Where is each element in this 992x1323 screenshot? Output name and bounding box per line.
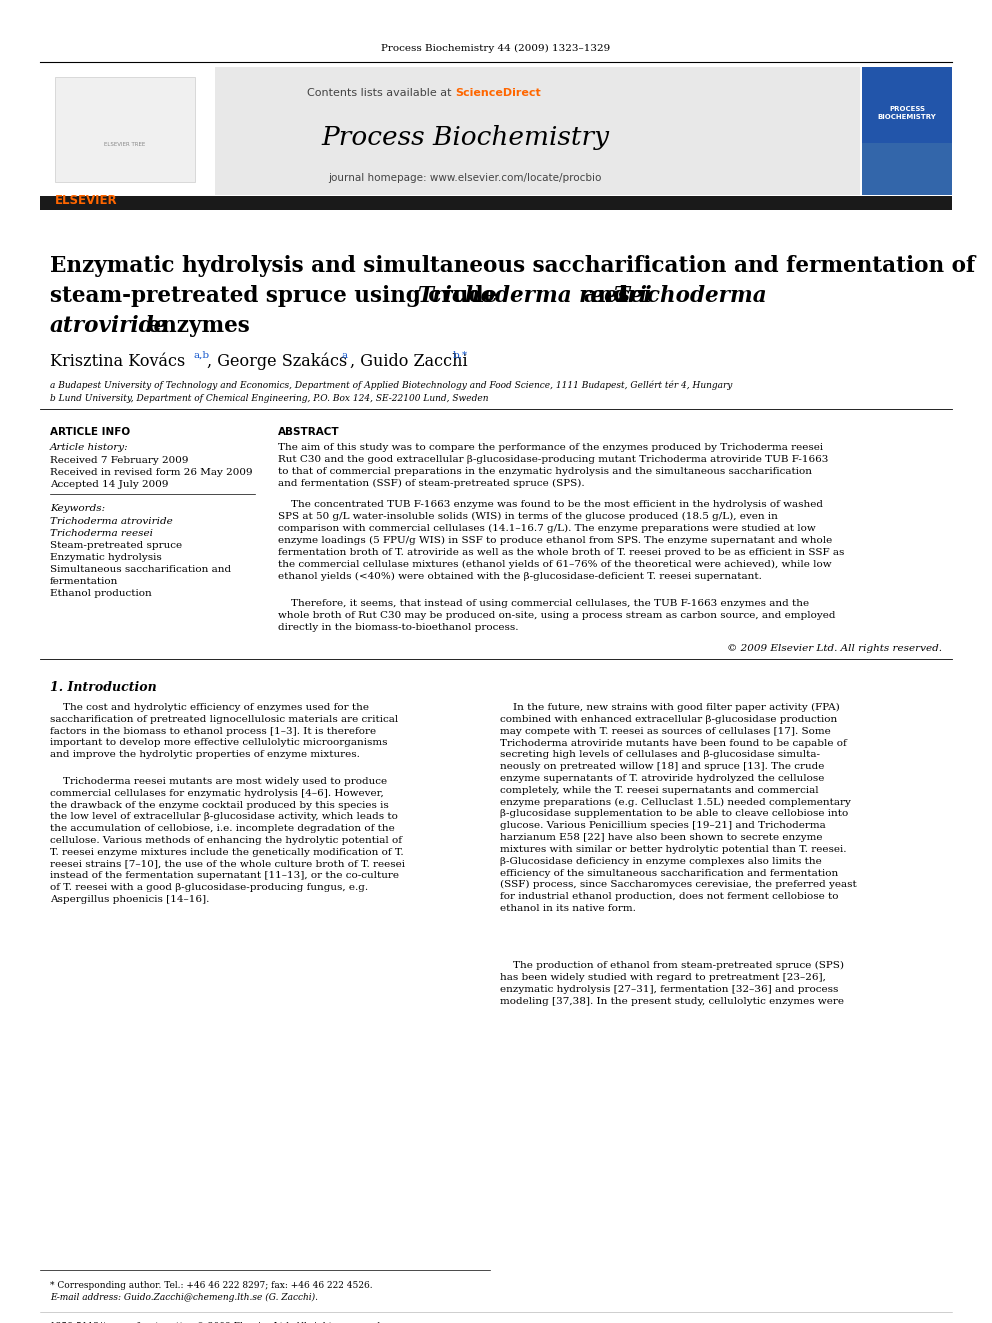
Text: Accepted 14 July 2009: Accepted 14 July 2009 xyxy=(50,480,169,490)
Text: PROCESS
BIOCHEMISTRY: PROCESS BIOCHEMISTRY xyxy=(878,106,936,120)
Text: Trichoderma atroviride: Trichoderma atroviride xyxy=(50,517,173,527)
Text: Trichoderma reesei: Trichoderma reesei xyxy=(50,529,153,538)
Text: ABSTRACT: ABSTRACT xyxy=(278,427,339,437)
Text: © 2009 Elsevier Ltd. All rights reserved.: © 2009 Elsevier Ltd. All rights reserved… xyxy=(727,644,942,654)
Text: E-mail address: Guido.Zacchi@chemeng.lth.se (G. Zacchi).: E-mail address: Guido.Zacchi@chemeng.lth… xyxy=(50,1293,318,1302)
Text: journal homepage: www.elsevier.com/locate/procbio: journal homepage: www.elsevier.com/locat… xyxy=(328,173,602,183)
Text: , Guido Zacchi: , Guido Zacchi xyxy=(350,353,467,370)
Text: b Lund University, Department of Chemical Engineering, P.O. Box 124, SE-22100 Lu: b Lund University, Department of Chemica… xyxy=(50,394,488,404)
Text: Process Biochemistry: Process Biochemistry xyxy=(321,124,609,149)
Text: In the future, new strains with good filter paper activity (FPA)
combined with e: In the future, new strains with good fil… xyxy=(500,703,857,913)
Text: The cost and hydrolytic efficiency of enzymes used for the
saccharification of p: The cost and hydrolytic efficiency of en… xyxy=(50,703,398,759)
Text: ARTICLE INFO: ARTICLE INFO xyxy=(50,427,130,437)
Text: The concentrated TUB F-1663 enzyme was found to be the most efficient in the hyd: The concentrated TUB F-1663 enzyme was f… xyxy=(278,500,844,581)
Text: a: a xyxy=(342,351,348,360)
Text: Received in revised form 26 May 2009: Received in revised form 26 May 2009 xyxy=(50,468,253,478)
Text: atroviride: atroviride xyxy=(50,315,169,337)
Text: ELSEVIER: ELSEVIER xyxy=(55,194,118,206)
Bar xyxy=(40,196,952,210)
Text: The production of ethanol from steam-pretreated spruce (SPS)
has been widely stu: The production of ethanol from steam-pre… xyxy=(500,960,844,1005)
Text: a,b: a,b xyxy=(193,351,209,360)
Bar xyxy=(55,77,195,183)
Text: and: and xyxy=(576,284,636,307)
Text: Trichoderma: Trichoderma xyxy=(614,284,768,307)
Text: steam-pretreated spruce using crude: steam-pretreated spruce using crude xyxy=(50,284,505,307)
Bar xyxy=(862,67,952,194)
Text: Ethanol production: Ethanol production xyxy=(50,589,152,598)
Text: Received 7 February 2009: Received 7 February 2009 xyxy=(50,456,188,464)
Text: ELSEVIER TREE: ELSEVIER TREE xyxy=(104,143,146,147)
Text: Enzymatic hydrolysis: Enzymatic hydrolysis xyxy=(50,553,162,562)
Text: Krisztina Kovács: Krisztina Kovács xyxy=(50,353,186,370)
Text: Process Biochemistry 44 (2009) 1323–1329: Process Biochemistry 44 (2009) 1323–1329 xyxy=(381,44,611,53)
Text: ScienceDirect: ScienceDirect xyxy=(455,89,541,98)
Bar xyxy=(862,67,952,143)
Text: The aim of this study was to compare the performance of the enzymes produced by : The aim of this study was to compare the… xyxy=(278,443,828,488)
Text: Therefore, it seems, that instead of using commercial cellulases, the TUB F-1663: Therefore, it seems, that instead of usi… xyxy=(278,599,835,631)
Text: Contents lists available at: Contents lists available at xyxy=(307,89,455,98)
Text: Steam-pretreated spruce: Steam-pretreated spruce xyxy=(50,541,183,550)
Text: Trichoderma reesei: Trichoderma reesei xyxy=(418,284,652,307)
Text: 1. Introduction: 1. Introduction xyxy=(50,681,157,695)
Text: Simultaneous saccharification and: Simultaneous saccharification and xyxy=(50,565,231,574)
Text: , George Szakács: , George Szakács xyxy=(207,353,347,370)
Text: a Budapest University of Technology and Economics, Department of Applied Biotech: a Budapest University of Technology and … xyxy=(50,381,732,390)
Text: Trichoderma reesei mutants are most widely used to produce
commercial cellulases: Trichoderma reesei mutants are most wide… xyxy=(50,777,405,904)
Text: enzymes: enzymes xyxy=(140,315,250,337)
Bar xyxy=(40,67,860,194)
Text: * Corresponding author. Tel.: +46 46 222 8297; fax: +46 46 222 4526.: * Corresponding author. Tel.: +46 46 222… xyxy=(50,1281,373,1290)
Text: b,*: b,* xyxy=(453,351,468,360)
Text: Enzymatic hydrolysis and simultaneous saccharification and fermentation of: Enzymatic hydrolysis and simultaneous sa… xyxy=(50,255,975,277)
Bar xyxy=(40,67,215,194)
Text: fermentation: fermentation xyxy=(50,577,118,586)
Text: Keywords:: Keywords: xyxy=(50,504,105,513)
Text: Article history:: Article history: xyxy=(50,443,129,452)
